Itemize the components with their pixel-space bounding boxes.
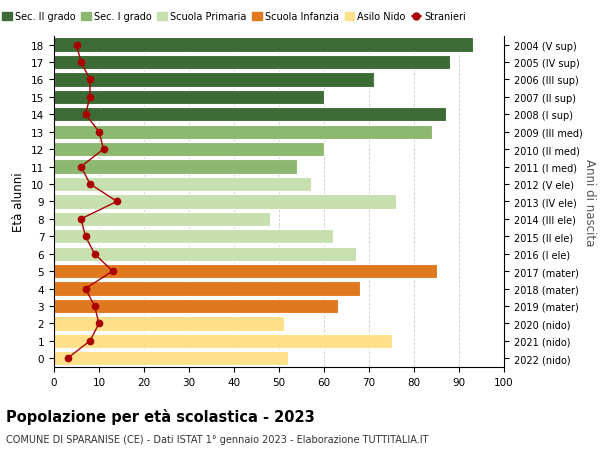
Bar [54,247,355,261]
Bar [54,334,392,348]
Text: Popolazione per età scolastica - 2023: Popolazione per età scolastica - 2023 [6,409,315,425]
Bar [54,230,333,244]
Bar [54,282,360,296]
Bar [54,38,473,52]
Bar [54,56,450,70]
Bar [54,73,373,87]
Bar [54,299,337,313]
Bar [54,178,311,192]
Legend: Sec. II grado, Sec. I grado, Scuola Primaria, Scuola Infanzia, Asilo Nido, Stran: Sec. II grado, Sec. I grado, Scuola Prim… [0,9,470,26]
Bar [54,108,445,122]
Y-axis label: Anni di nascita: Anni di nascita [583,158,596,246]
Bar [54,212,270,226]
Bar [54,125,432,140]
Bar [54,90,324,105]
Bar [54,352,288,366]
Bar [54,317,284,331]
Text: COMUNE DI SPARANISE (CE) - Dati ISTAT 1° gennaio 2023 - Elaborazione TUTTITALIA.: COMUNE DI SPARANISE (CE) - Dati ISTAT 1°… [6,434,428,444]
Bar [54,264,437,279]
Bar [54,195,396,209]
Y-axis label: Età alunni: Età alunni [13,172,25,232]
Bar [54,160,297,174]
Bar [54,143,324,157]
